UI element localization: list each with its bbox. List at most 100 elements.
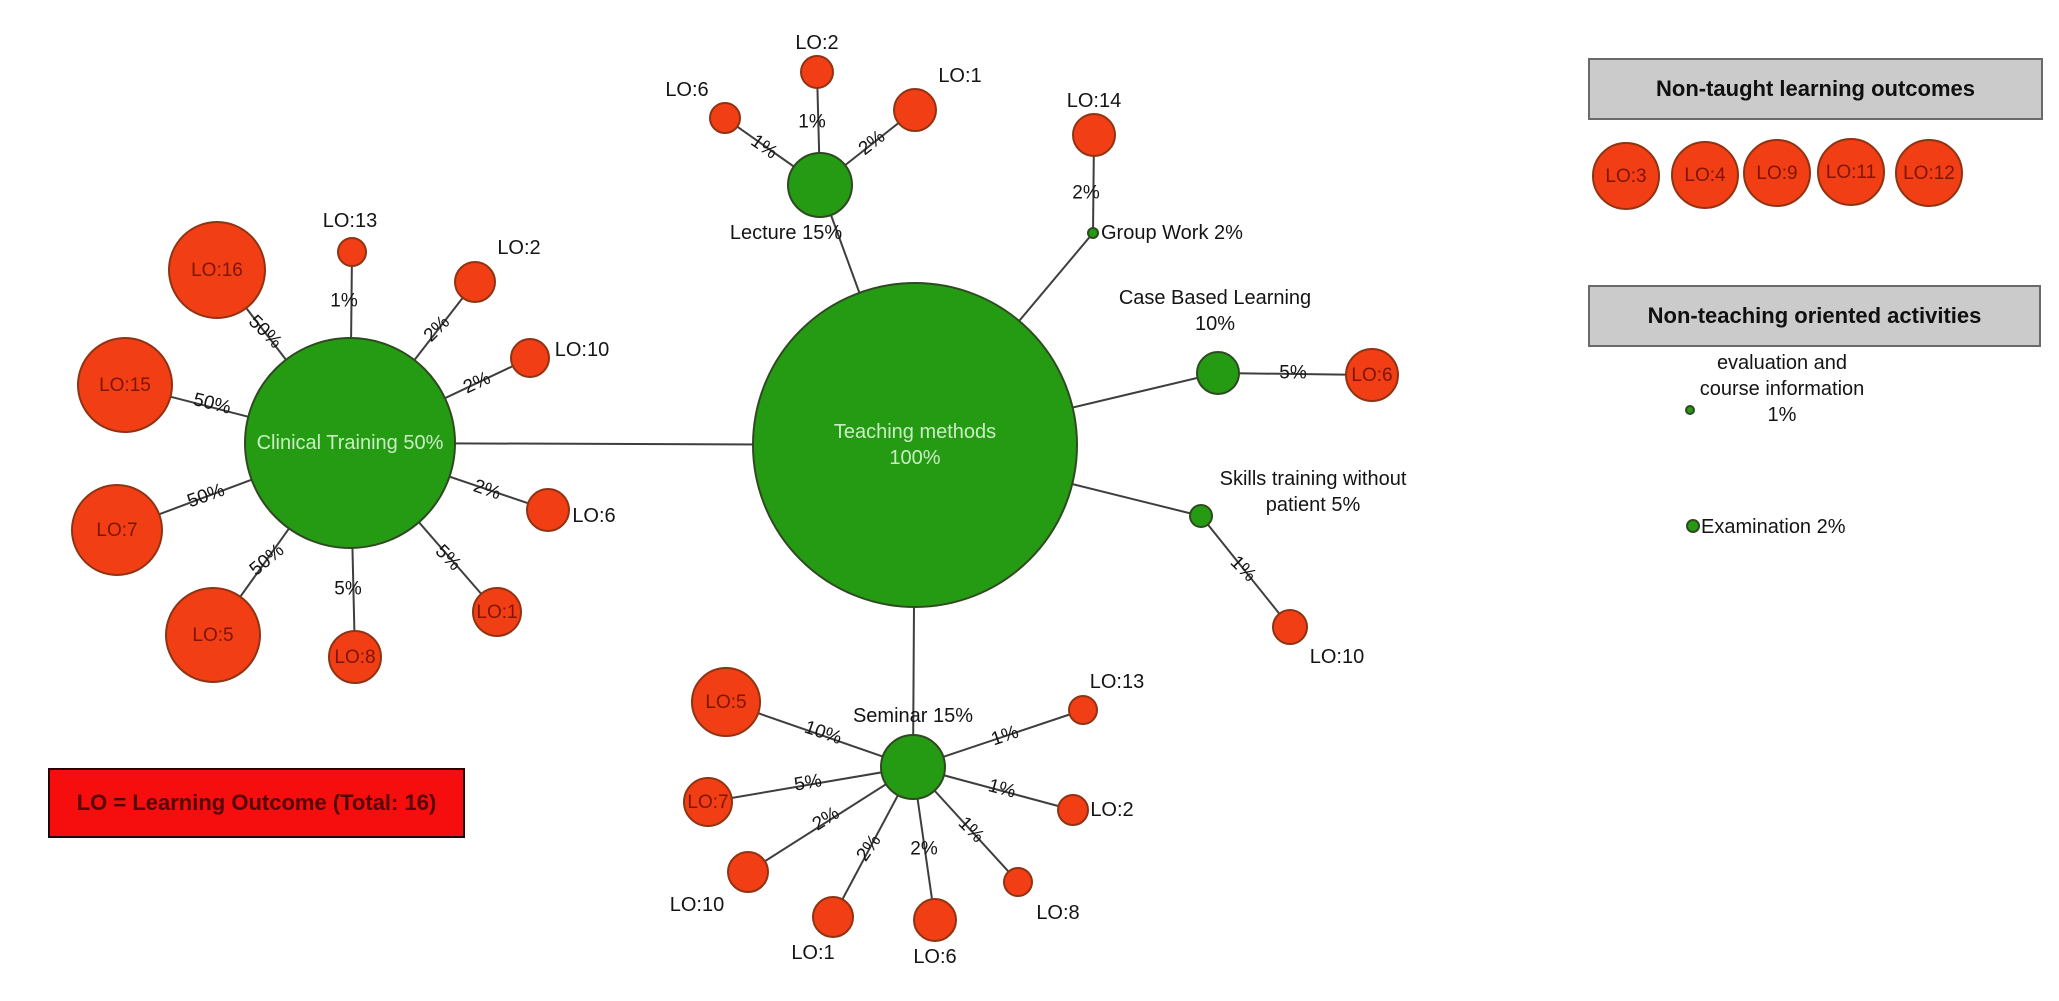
node-l6 bbox=[709, 102, 741, 134]
node-label-nt12: LO:12 bbox=[1903, 163, 1955, 184]
edge-label-seminar-se13: 1% bbox=[989, 722, 1022, 751]
node-label-c6: LO:6 bbox=[572, 505, 615, 527]
edge-label-skills-s10: 1% bbox=[1226, 552, 1260, 586]
edge-label-clinical-c6: 2% bbox=[471, 476, 504, 505]
node-label-g14: LO:14 bbox=[1067, 90, 1121, 112]
non-taught-outcomes-header: Non-taught learning outcomes bbox=[1588, 58, 2043, 120]
node-casebased bbox=[1196, 351, 1240, 395]
edge-label-clinical-c15: 50% bbox=[191, 389, 233, 419]
node-label-l6: LO:6 bbox=[665, 79, 708, 101]
lo-definition-box: LO = Learning Outcome (Total: 16) bbox=[48, 768, 465, 838]
node-label-se2: LO:2 bbox=[1090, 799, 1133, 821]
node-nt11 bbox=[1817, 138, 1885, 206]
node-nt3 bbox=[1592, 142, 1660, 210]
node-label-c8: LO:8 bbox=[334, 647, 375, 668]
node-label-skills: Skills training without patient 5% bbox=[1220, 468, 1407, 516]
node-se10 bbox=[727, 851, 769, 893]
edge-label-clinical-c5: 50% bbox=[246, 540, 289, 581]
node-c8 bbox=[328, 630, 382, 684]
node-g14 bbox=[1072, 113, 1116, 157]
node-examination bbox=[1686, 519, 1700, 533]
node-se13 bbox=[1068, 695, 1098, 725]
node-l2 bbox=[800, 55, 834, 89]
node-label-cb6: LO:6 bbox=[1351, 365, 1392, 386]
node-se6 bbox=[913, 898, 957, 942]
node-label-seminar: Seminar 15% bbox=[853, 705, 973, 727]
node-c13 bbox=[337, 237, 367, 267]
node-midcourse bbox=[1685, 405, 1695, 415]
edge-label-clinical-c7: 50% bbox=[185, 480, 228, 513]
edge-label-seminar-se6: 2% bbox=[910, 839, 938, 860]
node-c1 bbox=[472, 587, 522, 637]
node-s10 bbox=[1272, 609, 1308, 645]
node-se8 bbox=[1003, 867, 1033, 897]
edge-label-seminar-se2: 1% bbox=[986, 775, 1018, 802]
node-label-nt3: LO:3 bbox=[1605, 166, 1646, 187]
edge-label-clinical-c13: 1% bbox=[330, 291, 358, 312]
node-label-se1: LO:1 bbox=[791, 942, 834, 964]
node-label-l1: LO:1 bbox=[938, 65, 981, 87]
node-label-groupwork: Group Work 2% bbox=[1101, 222, 1243, 244]
edge-label-clinical-c16: 50% bbox=[244, 311, 286, 353]
edge-seminar-se7 bbox=[707, 766, 914, 803]
node-label-s10: LO:10 bbox=[1310, 646, 1364, 668]
node-label-c5: LO:5 bbox=[192, 625, 233, 646]
node-c15 bbox=[77, 337, 173, 433]
edge-label-groupwork-g14: 2% bbox=[1072, 183, 1100, 204]
node-c5 bbox=[165, 587, 261, 683]
node-label-c16: LO:16 bbox=[191, 260, 243, 281]
edge-label-seminar-se1: 2% bbox=[853, 831, 886, 866]
node-label-se5: LO:5 bbox=[705, 692, 746, 713]
edge-label-seminar-se5: 10% bbox=[802, 717, 845, 749]
node-label-c1: LO:1 bbox=[476, 602, 517, 623]
node-cb6 bbox=[1345, 348, 1399, 402]
node-l1 bbox=[893, 88, 937, 132]
node-label-lecture: Lecture 15% bbox=[730, 222, 843, 244]
edge-label-clinical-c8: 5% bbox=[334, 579, 362, 600]
node-label-se6: LO:6 bbox=[913, 946, 956, 968]
edge-label-clinical-c10: 2% bbox=[460, 368, 494, 399]
node-label-se10: LO:10 bbox=[670, 894, 724, 916]
node-label-c15: LO:15 bbox=[99, 375, 151, 396]
node-label-l2: LO:2 bbox=[795, 32, 838, 54]
node-c2 bbox=[454, 261, 496, 303]
node-c7 bbox=[71, 484, 163, 576]
node-label-se8: LO:8 bbox=[1036, 902, 1079, 924]
edge-label-seminar-se7: 5% bbox=[793, 770, 824, 795]
node-clinical bbox=[244, 337, 456, 549]
node-nt4 bbox=[1671, 141, 1739, 209]
node-skills bbox=[1189, 504, 1213, 528]
node-nt12 bbox=[1895, 139, 1963, 207]
node-label-nt9: LO:9 bbox=[1756, 163, 1797, 184]
node-label-clinical: Clinical Training 50% bbox=[257, 432, 444, 454]
node-c10 bbox=[510, 338, 550, 378]
node-label-c10: LO:10 bbox=[555, 339, 609, 361]
node-label-c13: LO:13 bbox=[323, 210, 377, 232]
edge-label-casebased-cb6: 5% bbox=[1279, 363, 1307, 384]
node-label-se13: LO:13 bbox=[1090, 671, 1144, 693]
node-se7 bbox=[683, 777, 733, 827]
non-teaching-activities-header: Non-teaching oriented activities bbox=[1588, 285, 2041, 347]
node-se5 bbox=[691, 667, 761, 737]
node-label-nt11: LO:11 bbox=[1826, 162, 1876, 183]
edge-skills-s10 bbox=[1200, 515, 1291, 628]
node-groupwork bbox=[1087, 227, 1099, 239]
node-label-teaching: Teaching methods 100% bbox=[834, 421, 996, 469]
node-label-se7: LO:7 bbox=[687, 792, 728, 813]
node-label-casebased: Case Based Learning 10% bbox=[1119, 287, 1311, 335]
node-label-c7: LO:7 bbox=[96, 520, 137, 541]
node-teaching bbox=[752, 282, 1078, 608]
node-c16 bbox=[168, 221, 266, 319]
node-nt9 bbox=[1743, 139, 1811, 207]
node-seminar bbox=[880, 734, 946, 800]
node-c6 bbox=[526, 488, 570, 532]
node-label-c2: LO:2 bbox=[497, 237, 540, 259]
node-label-nt4: LO:4 bbox=[1684, 165, 1726, 186]
node-se1 bbox=[812, 896, 854, 938]
edge-label-lecture-l2: 1% bbox=[798, 112, 826, 133]
node-label-examination: Examination 2% bbox=[1701, 516, 1846, 538]
edge-label-lecture-l6: 1% bbox=[747, 131, 782, 164]
node-se2 bbox=[1057, 794, 1089, 826]
